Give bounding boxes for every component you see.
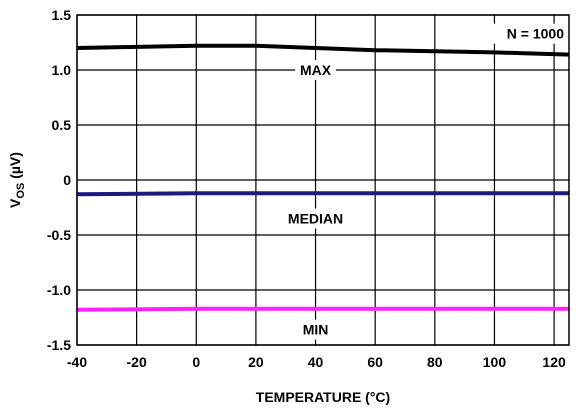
y-tick-label: -1.5 <box>47 337 71 353</box>
y-tick-label: 0 <box>63 172 71 188</box>
y-tick-label: 1.0 <box>52 62 72 78</box>
x-tick-label: 60 <box>367 354 383 370</box>
series-label-bg <box>295 60 336 80</box>
series-label-bg <box>280 208 351 229</box>
series-label-max: MAX <box>300 62 332 78</box>
series-label-bg <box>295 319 336 340</box>
series-labels: MAX MEDIAN MIN <box>280 60 351 340</box>
y-tick-label: -0.5 <box>47 227 71 243</box>
annotation-bg <box>483 23 567 44</box>
y-axis-title-main: V <box>7 198 23 208</box>
series-label-median: MEDIAN <box>288 211 343 227</box>
series-line-max <box>76 43 570 57</box>
x-axis-title: TEMPERATURE (°C) <box>256 389 390 405</box>
grid <box>76 14 569 346</box>
plot-frame <box>76 14 570 346</box>
y-tick-label: 0.5 <box>52 117 72 133</box>
sample-size-annotation: N = 1000 <box>507 26 564 42</box>
y-axis-title-sub: OS <box>15 183 27 199</box>
series-lines <box>76 43 570 312</box>
y-axis-title-unit: (µV) <box>7 152 23 183</box>
tick-labels: -40 -20 0 20 40 60 80 100 120 1.5 1.0 0.5 0 -0.5 -1.0 -… <box>47 7 566 370</box>
series-line-min <box>76 306 569 312</box>
x-tick-label: 40 <box>308 354 324 370</box>
x-tick-label: 80 <box>427 354 443 370</box>
y-tick-label: 1.5 <box>52 7 72 23</box>
x-tick-label: 0 <box>192 354 200 370</box>
x-tick-label: 120 <box>542 354 566 370</box>
y-tick-label: -1.0 <box>47 282 71 298</box>
series-line-median <box>76 191 569 197</box>
series-label-min: MIN <box>303 322 329 338</box>
y-axis-title: VOS (µV) <box>7 152 27 208</box>
x-tick-label: 100 <box>483 354 507 370</box>
x-tick-label: 20 <box>248 354 264 370</box>
x-tick-label: -20 <box>127 354 147 370</box>
x-tick-label: -40 <box>67 354 87 370</box>
